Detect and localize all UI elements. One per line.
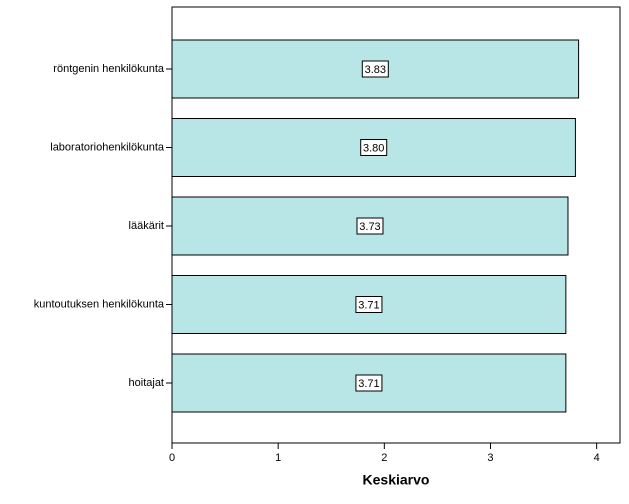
value-label: 3.73 [359, 221, 380, 233]
x-tick-label: 0 [169, 452, 175, 464]
value-label-box [360, 139, 388, 156]
value-label: 3.80 [363, 142, 384, 154]
y-tick-label: laboratoriohenkilökunta [50, 141, 165, 153]
x-axis-title: Keskiarvo [363, 472, 430, 488]
x-tick-label: 2 [381, 452, 387, 464]
x-tick-label: 1 [275, 452, 281, 464]
y-tick-label: röntgenin henkilökunta [53, 63, 165, 75]
value-label: 3.71 [358, 378, 379, 390]
value-label: 3.83 [365, 64, 386, 76]
value-label-box [356, 217, 384, 235]
value-label-box [355, 374, 383, 392]
value-label: 3.71 [358, 299, 379, 311]
x-tick-label: 3 [487, 452, 493, 464]
y-tick-label: kuntoutuksen henkilökunta [34, 298, 165, 310]
x-tick-label: 4 [594, 452, 600, 464]
value-label-box [361, 60, 389, 78]
value-label-box [355, 296, 383, 313]
y-tick-label: hoitajat [129, 377, 164, 389]
y-tick-label: lääkärit [129, 220, 164, 232]
